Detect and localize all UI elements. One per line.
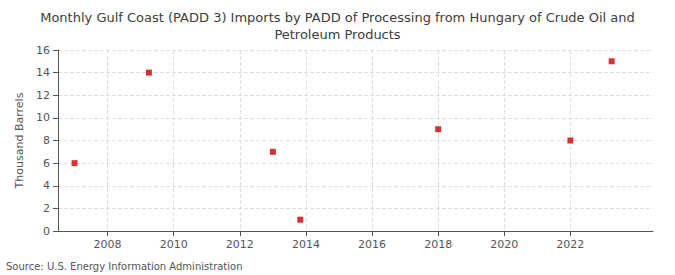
svg-text:12: 12 bbox=[36, 89, 50, 102]
svg-text:2010: 2010 bbox=[160, 238, 188, 251]
svg-text:2016: 2016 bbox=[358, 238, 386, 251]
svg-text:2014: 2014 bbox=[292, 238, 320, 251]
svg-text:Source: U.S. Energy Informatio: Source: U.S. Energy Information Administ… bbox=[6, 261, 243, 272]
svg-text:2022: 2022 bbox=[556, 238, 584, 251]
svg-text:Petroleum Products: Petroleum Products bbox=[274, 27, 400, 42]
svg-text:4: 4 bbox=[43, 179, 50, 192]
svg-text:10: 10 bbox=[36, 111, 50, 124]
svg-text:14: 14 bbox=[36, 66, 50, 79]
svg-text:8: 8 bbox=[43, 134, 50, 147]
svg-text:Thousand Barrels: Thousand Barrels bbox=[13, 92, 26, 189]
svg-text:2012: 2012 bbox=[226, 238, 254, 251]
svg-text:2008: 2008 bbox=[94, 238, 122, 251]
svg-text:Monthly Gulf Coast (PADD 3) Im: Monthly Gulf Coast (PADD 3) Imports by P… bbox=[40, 10, 635, 25]
svg-text:6: 6 bbox=[43, 157, 50, 170]
svg-text:16: 16 bbox=[36, 44, 50, 57]
svg-text:2020: 2020 bbox=[490, 238, 518, 251]
svg-text:2: 2 bbox=[43, 202, 50, 215]
svg-text:2018: 2018 bbox=[424, 238, 452, 251]
svg-text:0: 0 bbox=[43, 225, 50, 238]
